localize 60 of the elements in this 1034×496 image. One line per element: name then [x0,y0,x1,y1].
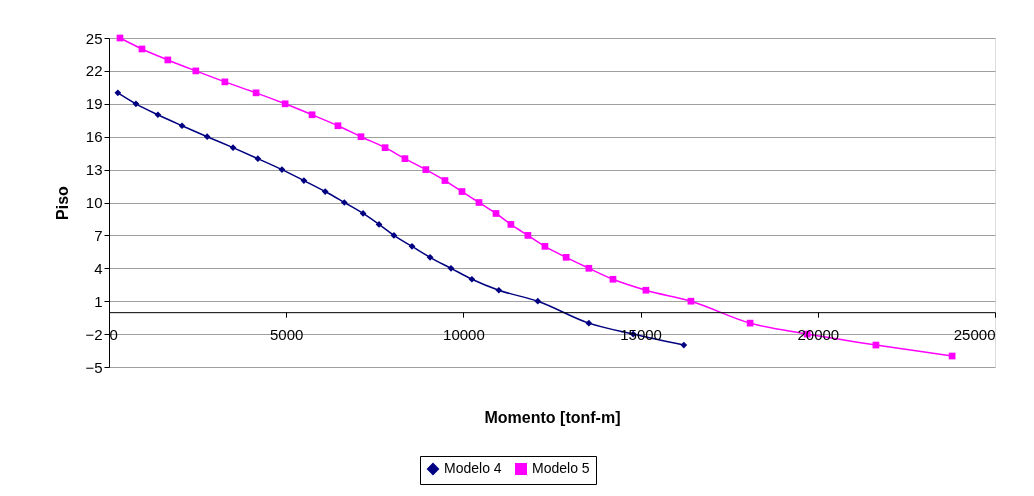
point [401,155,409,162]
point [114,89,122,97]
point [562,253,570,261]
point [687,297,695,305]
x-tick-label: 10000 [443,325,485,343]
point [357,133,365,141]
point [441,177,449,184]
point [609,275,617,283]
legend-label: Modelo 4 [444,460,502,476]
y-tick-label: 1 [94,292,103,310]
point [524,232,532,239]
point [254,155,262,162]
point [495,286,503,294]
point [340,199,348,206]
point [585,264,593,272]
point [334,122,342,130]
point [308,111,316,119]
y-tick-label: 25 [85,29,103,47]
point [203,133,211,141]
point [278,166,286,173]
point [426,253,434,261]
y-tick-label: 10 [85,194,103,211]
y-tick-label: 22 [85,62,103,80]
y-tick-label: −2 [85,325,103,343]
point [178,122,186,130]
point [642,286,650,294]
point [252,89,260,97]
y-tick-label: −5 [85,358,103,376]
y-axis-title: Piso [54,185,72,220]
point [154,111,162,119]
point [458,188,466,195]
point [408,243,416,250]
point [229,144,237,152]
point [321,188,329,195]
point [585,319,593,327]
point [475,199,483,206]
y-tick-label: 7 [94,226,103,244]
point [390,232,398,239]
y-tick-label: 13 [85,161,103,179]
x-tick-label: 25000 [953,325,996,343]
point [281,100,289,108]
y-tick-label: 4 [94,259,103,277]
x-tick-label: 0 [109,325,118,343]
point [534,297,542,305]
point [680,341,688,349]
legend-label: Modelo 5 [532,460,590,476]
y-tick-label: 19 [85,95,103,113]
x-tick-label: 5000 [270,325,304,343]
point [492,210,500,217]
point [447,264,455,272]
point [507,221,515,228]
point [164,56,172,64]
point [132,100,140,108]
point [541,243,549,250]
point [468,275,476,283]
point [422,166,430,173]
x-axis-title: Momento [tonf-m] [484,408,621,426]
point [192,67,200,75]
point [381,144,389,152]
y-tick-label: 16 [85,128,103,146]
